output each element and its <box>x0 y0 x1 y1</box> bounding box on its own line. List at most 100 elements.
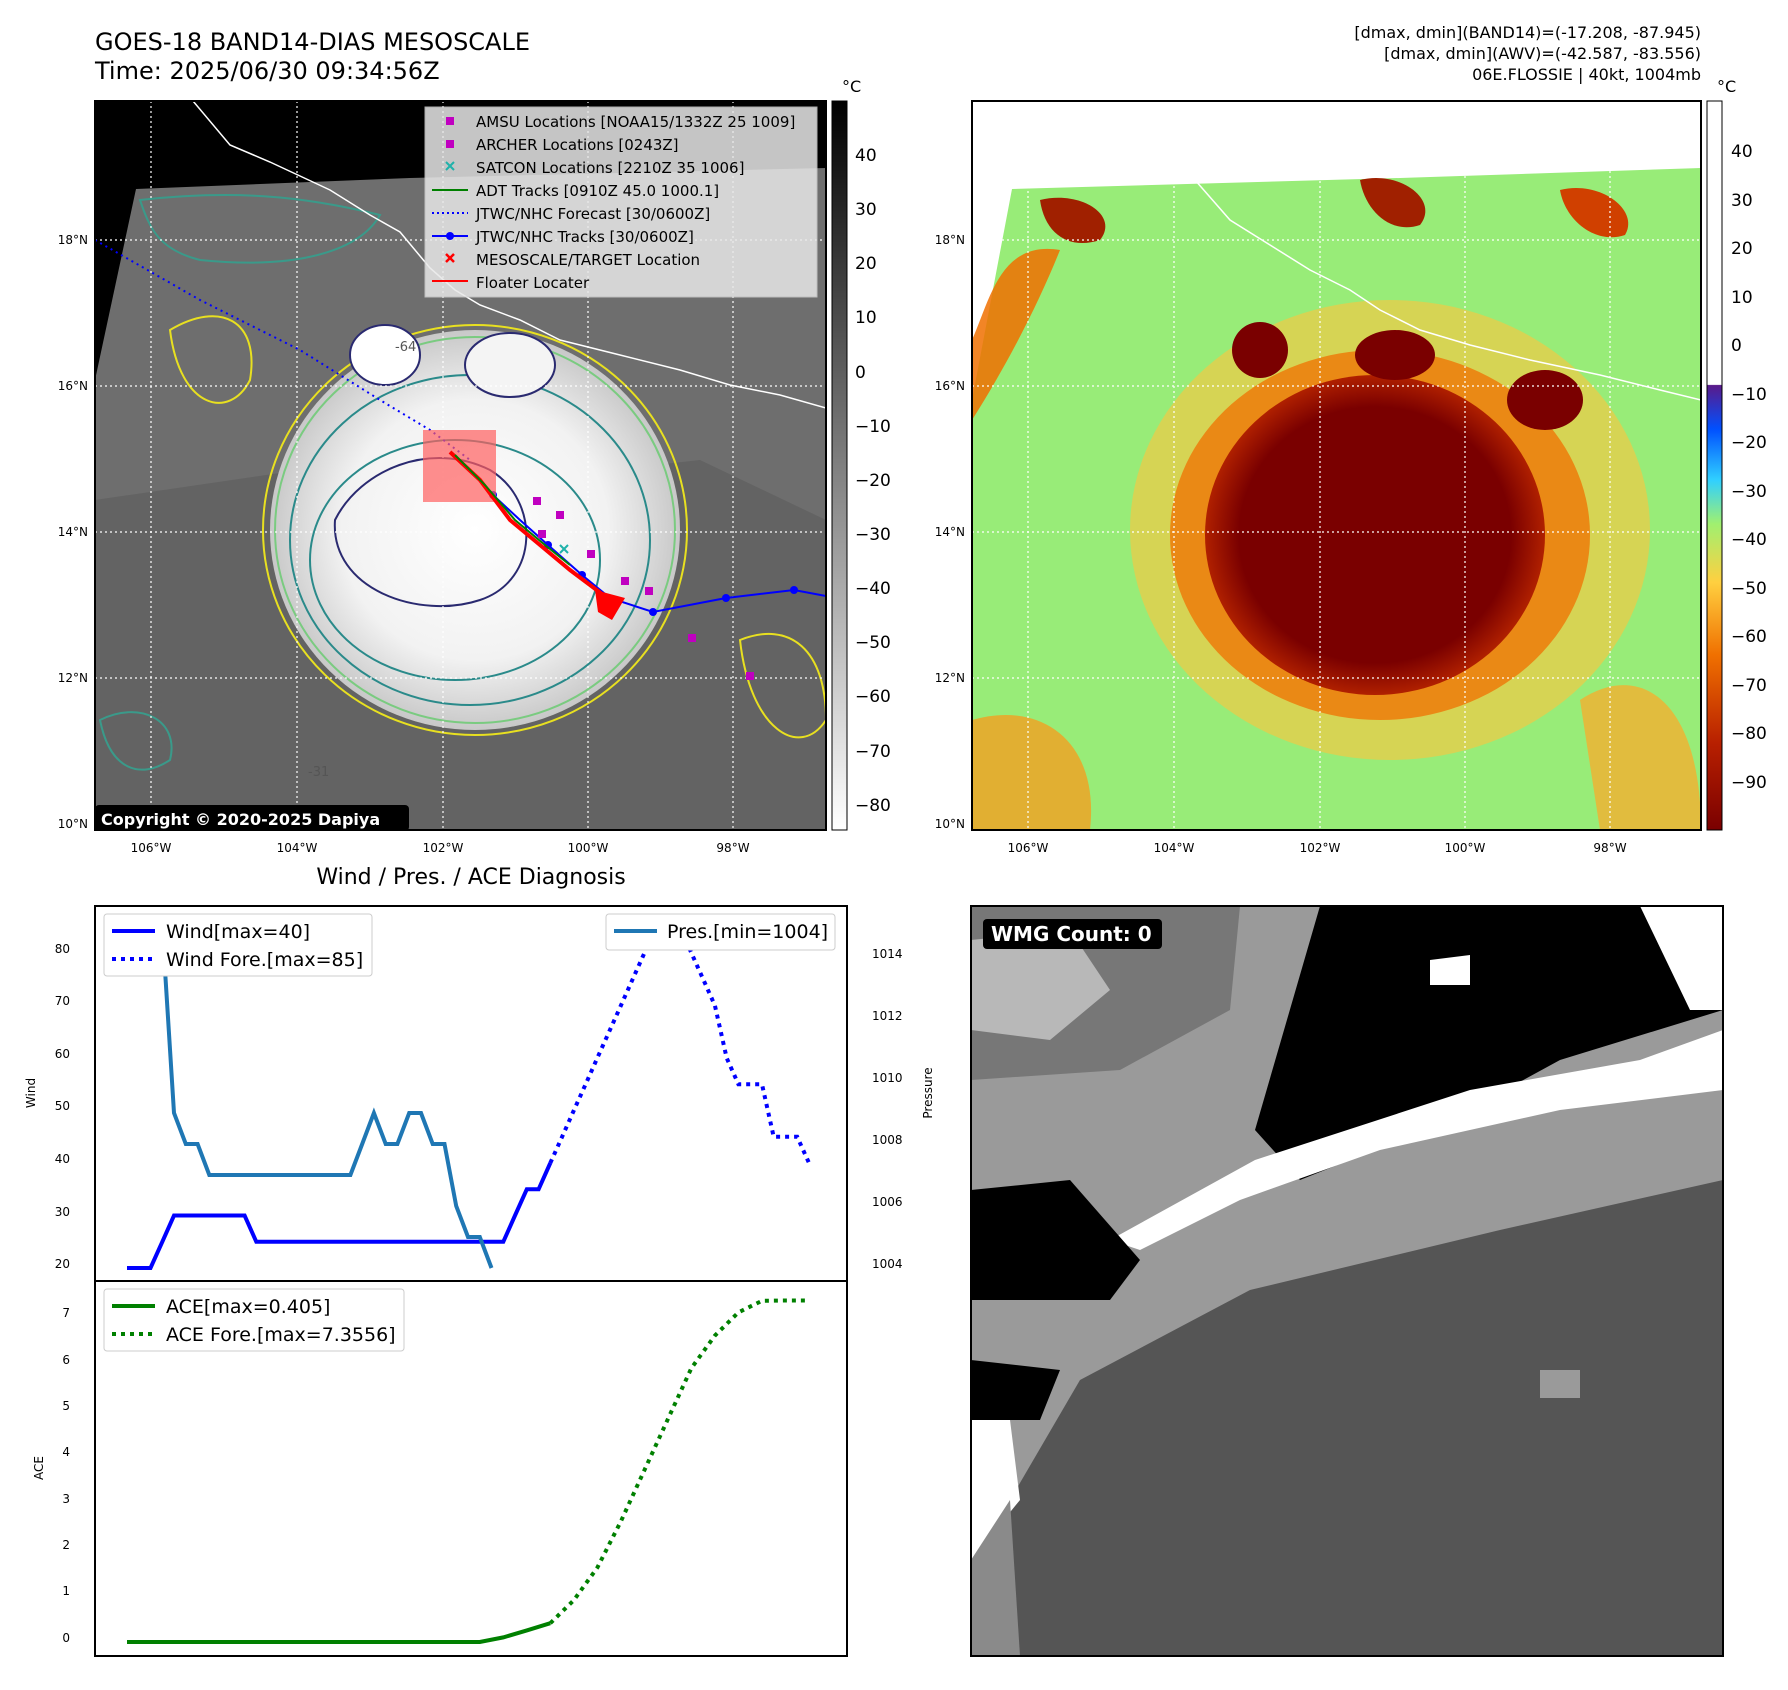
svg-text:16°N: 16°N <box>935 379 965 393</box>
wmg-panel: WMG Count: 0 <box>971 906 1723 1656</box>
svg-text:−30: −30 <box>855 525 891 545</box>
svg-text:10: 10 <box>855 308 877 328</box>
svg-text:98°W: 98°W <box>1593 841 1626 855</box>
ir-colorbar-unit: °C <box>842 77 861 96</box>
legend-tracks-icon <box>432 232 468 240</box>
svg-text:1006: 1006 <box>872 1195 903 1209</box>
svg-text:2: 2 <box>62 1538 70 1552</box>
ir-storm-outer <box>270 330 680 730</box>
info-band14: [dmax, dmin](BAND14)=(-17.208, -87.945) <box>1354 23 1701 42</box>
svg-text:1: 1 <box>62 1584 70 1598</box>
legend-tracks-label: JTWC/NHC Tracks [30/0600Z] <box>475 228 694 246</box>
ace-series-1 <box>548 1298 809 1625</box>
svg-text:18°N: 18°N <box>58 233 88 247</box>
svg-text:100°W: 100°W <box>568 841 609 855</box>
svg-text:12°N: 12°N <box>58 671 88 685</box>
ir-panel: -64 -31 <box>95 101 826 830</box>
svg-text:98°W: 98°W <box>716 841 749 855</box>
wmg-count-label: WMG Count: 0 <box>991 922 1152 946</box>
wind-yticks-right: 1014 1012 1010 1008 1006 1004 <box>872 947 903 1271</box>
awv-gridlines <box>972 101 1701 830</box>
svg-text:60: 60 <box>55 1047 70 1061</box>
legend-floater-label: Floater Locater <box>476 274 590 292</box>
awv-coastline <box>1194 179 1701 401</box>
svg-text:−80: −80 <box>1731 724 1767 744</box>
awv-panel <box>972 101 1701 830</box>
pressure-legend: Pres.[min=1004] <box>605 913 836 951</box>
svg-text:102°W: 102°W <box>1300 841 1341 855</box>
svg-text:10°N: 10°N <box>935 817 965 831</box>
svg-text:0: 0 <box>855 363 866 383</box>
ir-colorbar-ticks: 40 30 20 10 0 −10 −20 −30 −40 −50 −60 −7… <box>855 146 891 816</box>
svg-text:1010: 1010 <box>872 1071 903 1085</box>
svg-text:20: 20 <box>855 254 877 274</box>
svg-text:40: 40 <box>55 1152 70 1166</box>
adt-track-line <box>454 454 571 566</box>
awv-colorbar-ticks: 40 30 20 10 0 −10 −20 −30 −40 −50 −60 −7… <box>1731 142 1767 793</box>
svg-text:−70: −70 <box>1731 676 1767 696</box>
ir-lat-ticks: 18°N 16°N 14°N 12°N 10°N <box>58 233 88 831</box>
info-awv: [dmax, dmin](AWV)=(-42.587, -83.556) <box>1384 44 1701 63</box>
awv-colorbar-unit: °C <box>1717 77 1736 96</box>
svg-text:10°N: 10°N <box>58 817 88 831</box>
svg-text:104°W: 104°W <box>277 841 318 855</box>
wind-ylabel: Wind <box>24 1078 38 1108</box>
svg-text:20: 20 <box>55 1257 70 1271</box>
legend-amsu-label: AMSU Locations [NOAA15/1332Z 25 1009] <box>476 113 795 131</box>
awv-colorbar: °C 40 30 20 10 0 −10 −20 −30 −40 −50 −60… <box>1706 77 1767 831</box>
floater-box <box>423 430 496 502</box>
wind-series-2 <box>127 925 494 1269</box>
legend-archer-label: ARCHER Locations [0243Z] <box>476 136 679 154</box>
svg-text:30: 30 <box>855 200 877 220</box>
amsu-markers <box>533 497 754 680</box>
svg-text:−90: −90 <box>1731 773 1767 793</box>
legend-mesoscale-label: MESOSCALE/TARGET Location <box>476 251 700 269</box>
legend-amsu-icon <box>446 117 454 125</box>
awv-storm-core <box>1205 375 1545 695</box>
svg-text:106°W: 106°W <box>1008 841 1049 855</box>
wind-yticks: 80 70 60 50 40 30 20 <box>55 942 70 1271</box>
svg-text:−20: −20 <box>855 471 891 491</box>
svg-text:−80: −80 <box>855 796 891 816</box>
contour-label-31: -31 <box>308 765 329 780</box>
svg-text:1012: 1012 <box>872 1009 903 1023</box>
svg-text:0: 0 <box>62 1631 70 1645</box>
svg-text:−40: −40 <box>1731 530 1767 550</box>
contour-label-64: -64 <box>395 340 416 355</box>
svg-text:10: 10 <box>1731 288 1753 308</box>
svg-text:1014: 1014 <box>872 947 903 961</box>
svg-text:7: 7 <box>62 1306 70 1320</box>
svg-text:30: 30 <box>1731 191 1753 211</box>
svg-text:−10: −10 <box>855 417 891 437</box>
svg-text:1004: 1004 <box>872 1257 903 1271</box>
svg-text:100°W: 100°W <box>1445 841 1486 855</box>
pressure-ylabel: Pressure <box>921 1067 935 1118</box>
svg-text:106°W: 106°W <box>131 841 172 855</box>
legend-adt-label: ADT Tracks [0910Z 45.0 1000.1] <box>476 182 719 200</box>
svg-text:70: 70 <box>55 994 70 1008</box>
legend-satcon-icon <box>445 161 455 171</box>
svg-text:0: 0 <box>1731 336 1742 356</box>
svg-text:−60: −60 <box>855 687 891 707</box>
svg-text:−50: −50 <box>1731 579 1767 599</box>
svg-text:−50: −50 <box>855 633 891 653</box>
legend-satcon-label: SATCON Locations [2210Z 35 1006] <box>476 159 744 177</box>
svg-text:16°N: 16°N <box>58 379 88 393</box>
svg-text:3: 3 <box>62 1492 70 1506</box>
ir-colorbar: °C 40 30 20 10 0 −10 −20 −30 −40 −50 −60… <box>831 77 891 831</box>
svg-text:18°N: 18°N <box>935 233 965 247</box>
svg-text:−60: −60 <box>1731 627 1767 647</box>
svg-text:12°N: 12°N <box>935 671 965 685</box>
wind-legend: Wind[max=40] Wind Fore.[max=85] <box>103 913 373 977</box>
svg-text:4: 4 <box>62 1445 70 1459</box>
ace-series-0 <box>127 1621 551 1644</box>
satcon-markers <box>559 544 569 554</box>
legend-wind-label: Wind[max=40] <box>166 921 310 943</box>
info-storm: 06E.FLOSSIE | 40kt, 1004mb <box>1472 65 1701 84</box>
svg-text:−40: −40 <box>855 579 891 599</box>
svg-text:80: 80 <box>55 942 70 956</box>
svg-text:−30: −30 <box>1731 482 1767 502</box>
awv-lon-ticks: 106°W 104°W 102°W 100°W 98°W <box>1008 841 1627 855</box>
legend-ace-label: ACE[max=0.405] <box>166 1296 330 1318</box>
